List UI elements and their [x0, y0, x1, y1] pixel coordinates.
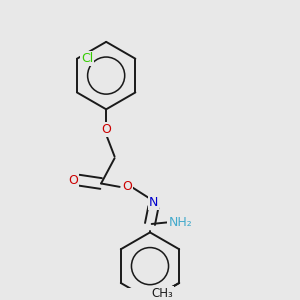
Text: N: N: [149, 196, 158, 208]
Text: CH₃: CH₃: [152, 286, 173, 300]
Text: O: O: [122, 180, 132, 194]
Text: O: O: [68, 174, 78, 187]
Text: Cl: Cl: [81, 52, 93, 64]
Text: NH₂: NH₂: [169, 216, 192, 229]
Text: O: O: [101, 123, 111, 136]
